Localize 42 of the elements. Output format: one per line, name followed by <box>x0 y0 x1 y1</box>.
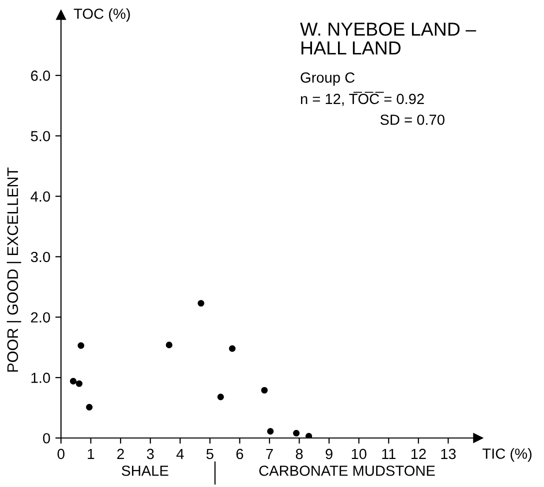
x-tick-label: 7 <box>266 448 273 459</box>
y-tick-label: 4.0 <box>30 191 50 202</box>
point <box>267 428 274 435</box>
point <box>261 386 268 394</box>
x-tick-label: 2 <box>117 448 124 459</box>
point <box>306 432 312 438</box>
text: Group C <box>300 72 355 86</box>
text: W. NYEBOE LAND – HALL LAND <box>300 22 476 54</box>
y-tick-label: 0 <box>43 433 50 444</box>
y-tick-label: 2.0 <box>31 312 50 323</box>
x-tick-label: 9 <box>326 448 332 460</box>
x-tick-label: 8 <box>296 448 303 460</box>
annotation: SD = 0.70 <box>380 114 444 125</box>
x-tick-label: 3 <box>146 448 154 460</box>
x-tick-label: 0 <box>58 448 64 460</box>
y-tick-label: 6.0 <box>31 70 50 81</box>
x-tick-label: 13 <box>441 448 456 460</box>
y-tick-label: 3.0 <box>30 252 50 262</box>
point <box>76 380 82 387</box>
x-tick-label: 4 <box>176 448 184 459</box>
point <box>228 345 236 352</box>
point <box>166 342 172 348</box>
y-tick-label: 1.0 <box>31 372 50 383</box>
point <box>293 430 300 436</box>
text: CARBONATE MUDSTONE <box>259 466 435 476</box>
x-axis-title: TIC (%) <box>482 448 532 462</box>
x-tick-label: 5 <box>206 448 214 460</box>
point <box>86 404 93 410</box>
x-tick-label: 12 <box>411 448 426 459</box>
x-tick-label: 6 <box>236 448 244 460</box>
point <box>78 342 84 349</box>
point <box>70 378 77 384</box>
text: POOR | GOOD | EXCELLENT <box>6 167 22 372</box>
y-tick-label: 5.0 <box>30 130 50 142</box>
annotation: n = 12, T̅O̅C̅ = 0.92 <box>300 92 424 106</box>
y-axis-title: TOC (%) <box>74 8 130 22</box>
x-tick-label: 10 <box>352 448 366 460</box>
x-tick-label: 1 <box>88 448 94 459</box>
text: SHALE <box>122 466 168 476</box>
point <box>198 300 204 307</box>
x-tick-label: 11 <box>382 448 396 459</box>
point <box>217 394 224 400</box>
